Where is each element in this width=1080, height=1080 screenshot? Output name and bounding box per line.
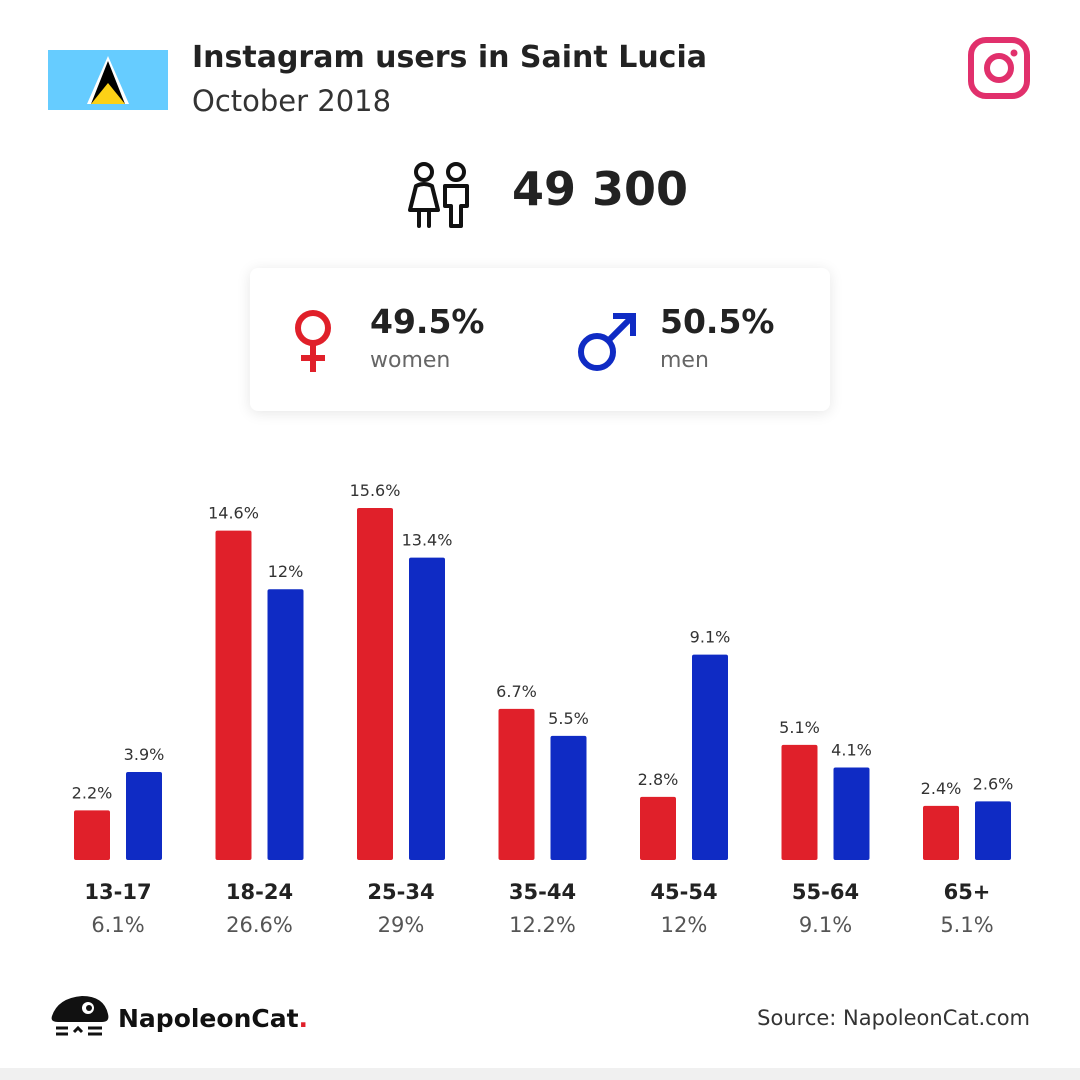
brand-name: NapoleonCat. [118, 1004, 308, 1033]
people-icon [408, 162, 469, 228]
women-bar-65+ [923, 805, 959, 860]
age-group-total-35-44: 12.2% [509, 913, 576, 937]
women-value-label-65+: 2.4% [921, 779, 962, 798]
women-bar-25-34 [357, 508, 393, 860]
men-bar-25-34 [409, 557, 445, 860]
men-value-label-25-34: 13.4% [402, 531, 453, 550]
age-group-total-25-34: 29% [378, 913, 425, 937]
gender-card: 49.5% women 50.5% men [250, 268, 830, 411]
women-value-label-25-34: 15.6% [350, 481, 401, 500]
women-bar-35-44 [498, 708, 535, 860]
men-bar-18-24 [267, 589, 304, 860]
women-bar-45-54 [640, 796, 676, 860]
age-group-label-18-24: 18-24 [226, 880, 293, 904]
napoleoncat-mascot-icon [51, 996, 109, 1036]
age-group-label-45-54: 45-54 [650, 880, 717, 904]
men-value-label-55-64: 4.1% [831, 740, 872, 759]
men-value-label-13-17: 3.9% [124, 745, 165, 764]
women-percentage: 49.5% [370, 302, 485, 341]
age-group-total-55-64: 9.1% [799, 913, 852, 937]
age-group-label-55-64: 55-64 [792, 880, 859, 904]
age-group-total-65+: 5.1% [940, 913, 993, 937]
women-bar-55-64 [781, 744, 818, 860]
age-group-label-65+: 65+ [944, 880, 991, 904]
bottom-strip [0, 1068, 1080, 1080]
women-value-label-55-64: 5.1% [779, 718, 820, 737]
source-note: Source: NapoleonCat.com [757, 1006, 1030, 1030]
women-bar-18-24 [215, 530, 252, 860]
brand-dot: . [298, 1004, 309, 1033]
women-value-label-35-44: 6.7% [496, 682, 537, 701]
men-bar-13-17 [126, 772, 162, 860]
men-label: men [660, 348, 709, 373]
women-value-label-45-54: 2.8% [638, 770, 679, 789]
men-bar-65+ [975, 801, 1011, 860]
men-percentage: 50.5% [660, 302, 775, 341]
women-value-label-18-24: 14.6% [208, 504, 259, 523]
men-bar-55-64 [833, 767, 870, 860]
age-gender-bar-chart: 2.2% 3.9% 13-17 6.1% 14.6% 12% 18-24 26.6% 15.6%… [72, 481, 1014, 937]
men-value-label-65+: 2.6% [973, 774, 1014, 793]
page-subtitle: October 2018 [192, 84, 392, 118]
women-bar-13-17 [74, 810, 110, 860]
instagram-icon [968, 37, 1030, 99]
brand-name-text: NapoleonCat [118, 1004, 299, 1033]
age-group-label-25-34: 25-34 [367, 880, 434, 904]
age-group-total-13-17: 6.1% [91, 913, 144, 937]
age-group-label-35-44: 35-44 [509, 880, 576, 904]
age-group-total-45-54: 12% [661, 913, 708, 937]
age-group-label-13-17: 13-17 [84, 880, 151, 904]
men-bar-45-54 [692, 654, 728, 860]
men-value-label-45-54: 9.1% [690, 628, 731, 647]
page-title: Instagram users in Saint Lucia [192, 40, 707, 75]
men-value-label-18-24: 12% [268, 562, 304, 581]
total-users: 49 300 [512, 162, 689, 216]
men-value-label-35-44: 5.5% [548, 709, 589, 728]
female-symbol-icon [295, 310, 331, 372]
male-symbol-icon [578, 313, 636, 371]
women-value-label-13-17: 2.2% [72, 783, 113, 802]
women-label: women [370, 348, 451, 373]
age-group-total-18-24: 26.6% [226, 913, 293, 937]
men-bar-35-44 [550, 735, 587, 860]
saint-lucia-flag-icon [48, 50, 168, 110]
